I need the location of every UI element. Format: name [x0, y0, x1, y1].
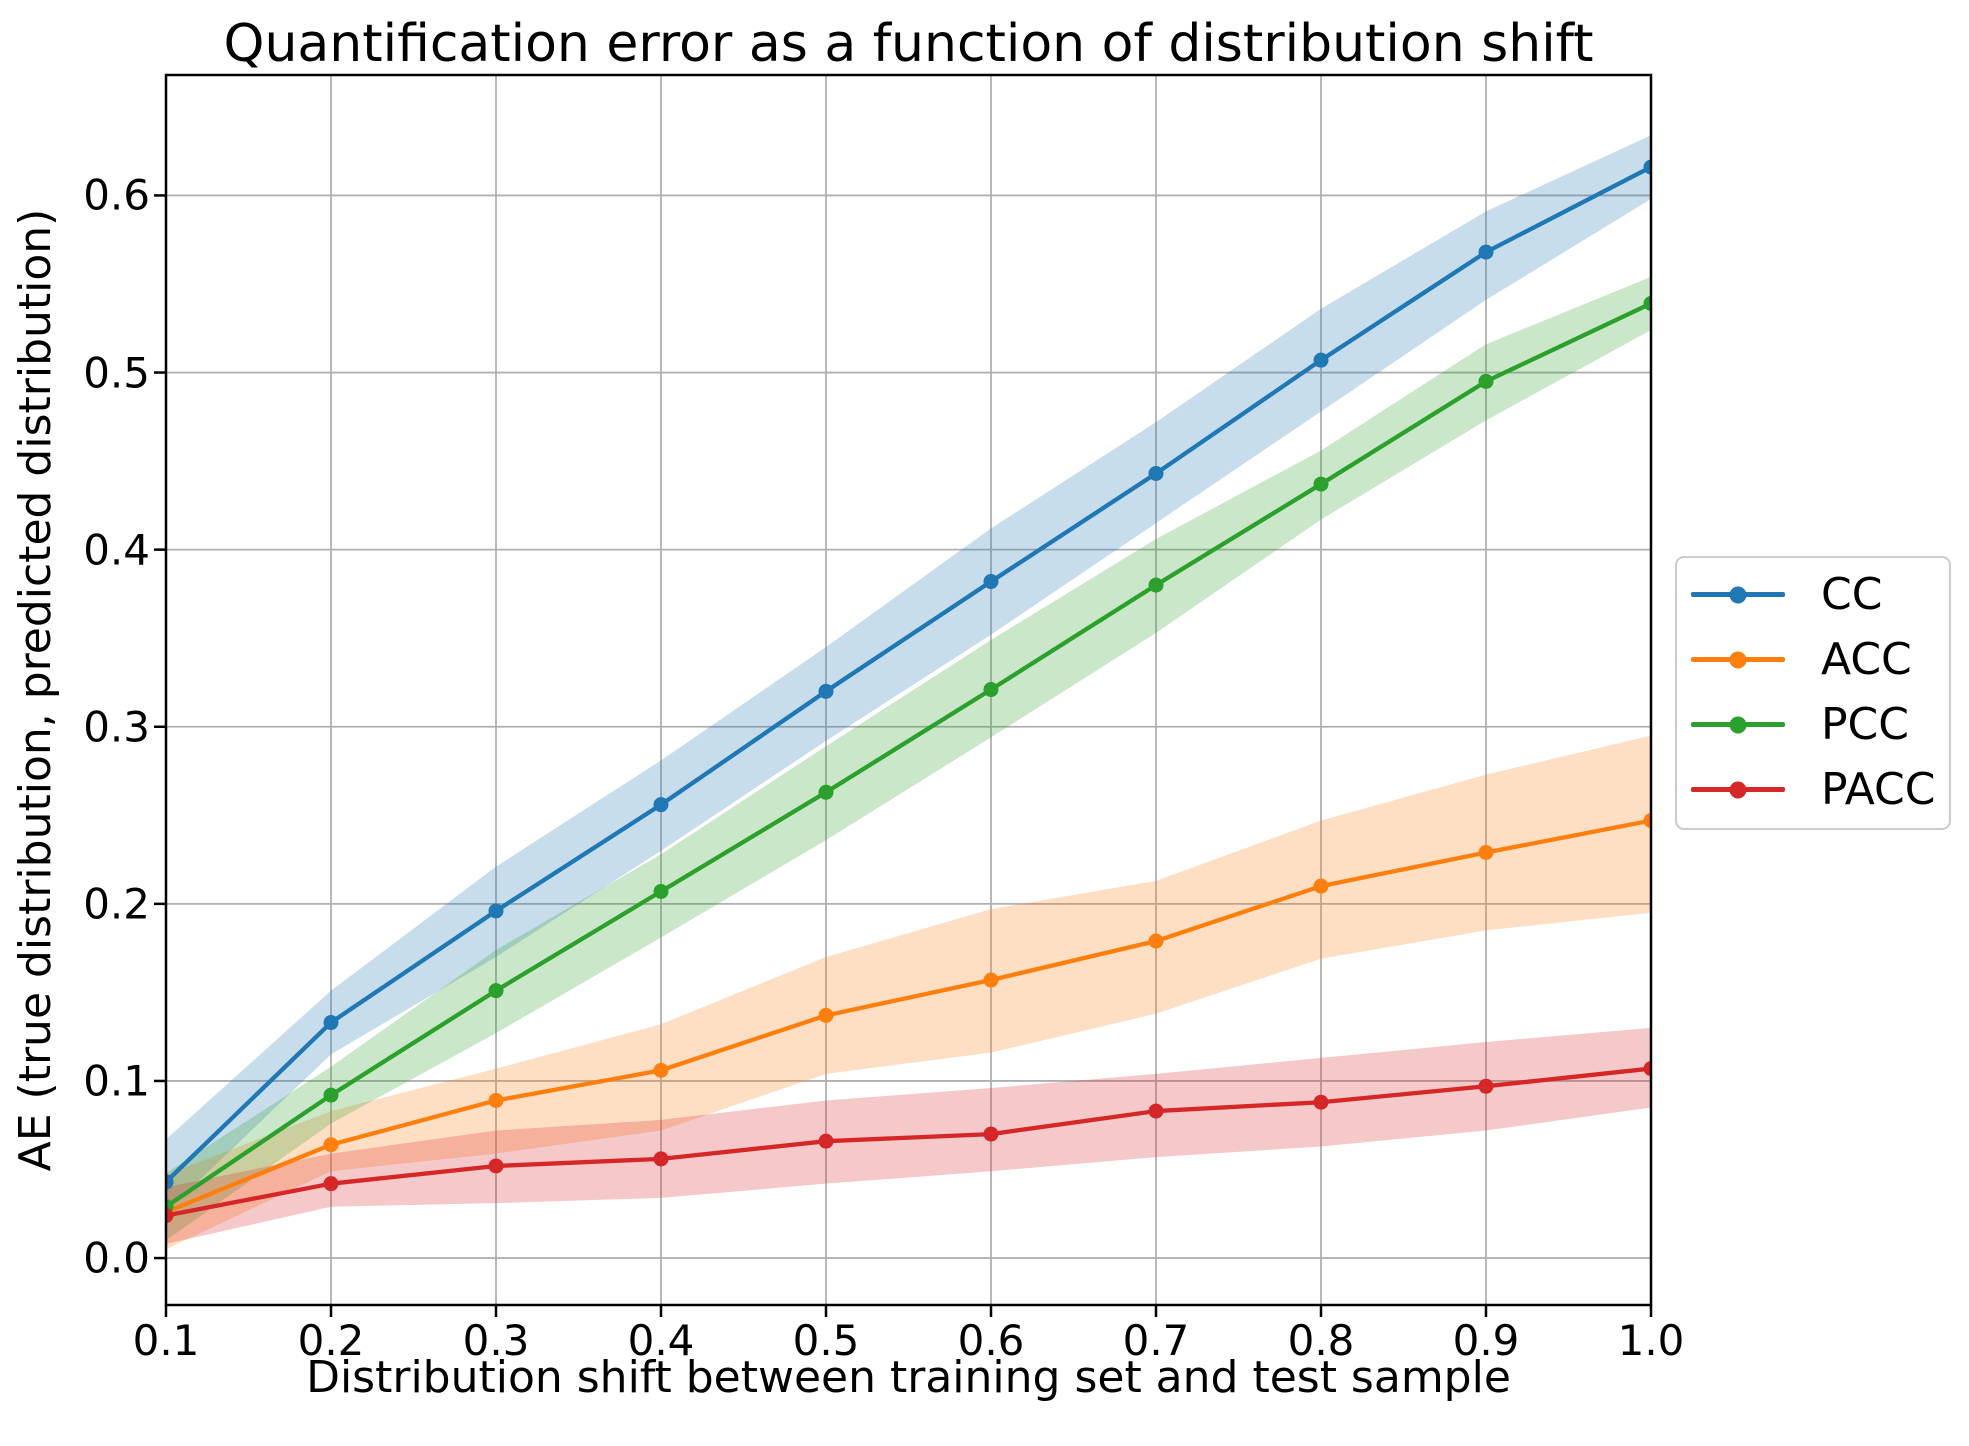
legend-entry-pcc: PCC	[1677, 692, 1949, 757]
y-tick-label: 0.3	[83, 702, 150, 752]
chart-title: Quantification error as a function of di…	[223, 14, 1594, 74]
x-tick-label: 0.7	[1122, 1316, 1190, 1365]
x-tick-label: 0.5	[792, 1316, 860, 1365]
x-tick-label: 0.3	[462, 1316, 530, 1365]
x-tick-label: 0.9	[1452, 1316, 1520, 1365]
y-tick-label: 0.1	[83, 1056, 150, 1106]
x-tick-label: 0.1	[132, 1316, 200, 1365]
y-tick-label: 0.0	[83, 1233, 150, 1283]
x-tick-label: 0.6	[957, 1316, 1025, 1365]
acc-marker-icon	[1729, 651, 1747, 668]
legend-entry-acc: ACC	[1677, 627, 1949, 692]
pacc-line-sample	[1691, 781, 1785, 798]
y-tick-label: 0.4	[83, 525, 150, 575]
legend-label-cc: CC	[1821, 569, 1883, 620]
legend: CC ACC PCC PACC	[1675, 556, 1951, 830]
x-tick-label: 0.8	[1287, 1316, 1355, 1365]
x-axis-label: Distribution shift between training set …	[306, 1352, 1511, 1403]
acc-line-sample	[1691, 651, 1785, 668]
pcc-line-sample	[1691, 716, 1785, 733]
x-tick-label: 0.2	[297, 1316, 365, 1365]
x-tick-label: 1.0	[1617, 1316, 1685, 1365]
y-tick-label: 0.2	[83, 879, 150, 929]
pacc-marker-icon	[1729, 781, 1747, 798]
legend-label-pcc: PCC	[1821, 699, 1909, 750]
pcc-marker-icon	[1729, 716, 1747, 733]
legend-label-acc: ACC	[1821, 634, 1912, 685]
y-tick-label: 0.5	[83, 348, 150, 398]
legend-label-pacc: PACC	[1821, 764, 1936, 815]
cc-line-sample	[1691, 586, 1785, 603]
legend-entry-pacc: PACC	[1677, 757, 1949, 822]
legend-entry-cc: CC	[1677, 562, 1949, 627]
y-tick-label: 0.6	[83, 170, 150, 220]
cc-marker-icon	[1729, 586, 1747, 603]
x-tick-label: 0.4	[627, 1316, 695, 1365]
